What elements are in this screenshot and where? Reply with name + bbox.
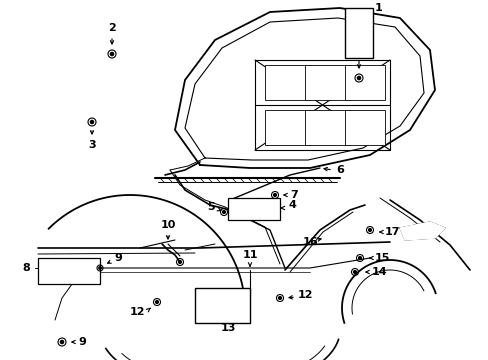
Circle shape xyxy=(61,341,63,343)
Text: 2: 2 xyxy=(108,23,116,33)
Text: 6: 6 xyxy=(335,165,343,175)
Bar xyxy=(227,198,280,220)
Text: 8: 8 xyxy=(22,263,30,273)
Circle shape xyxy=(110,53,113,55)
Text: 14: 14 xyxy=(371,267,387,277)
Circle shape xyxy=(357,76,360,80)
Circle shape xyxy=(353,271,356,273)
Polygon shape xyxy=(399,222,444,240)
Bar xyxy=(305,65,349,100)
Circle shape xyxy=(90,120,93,123)
Bar xyxy=(264,110,309,145)
Circle shape xyxy=(222,211,225,213)
Text: 5: 5 xyxy=(207,202,215,212)
Text: 9: 9 xyxy=(114,253,122,263)
Bar xyxy=(345,65,384,100)
Circle shape xyxy=(273,194,276,197)
Circle shape xyxy=(178,261,181,264)
Circle shape xyxy=(358,257,361,260)
Text: 3: 3 xyxy=(88,140,96,150)
Text: 10: 10 xyxy=(160,220,175,230)
Text: 16: 16 xyxy=(302,237,317,247)
Bar xyxy=(38,258,100,284)
Bar xyxy=(264,65,309,100)
Text: 1: 1 xyxy=(374,3,382,13)
Circle shape xyxy=(368,229,371,231)
Text: 13: 13 xyxy=(220,323,235,333)
Bar xyxy=(345,8,372,58)
Text: 12: 12 xyxy=(297,290,313,300)
Text: 7: 7 xyxy=(289,190,297,200)
Text: 12: 12 xyxy=(129,307,145,317)
Text: 4: 4 xyxy=(287,200,295,210)
Bar xyxy=(305,110,349,145)
Circle shape xyxy=(278,297,281,300)
Circle shape xyxy=(99,267,101,269)
Circle shape xyxy=(155,301,158,303)
Bar xyxy=(345,110,384,145)
Text: 9: 9 xyxy=(78,337,86,347)
Text: 17: 17 xyxy=(384,227,400,237)
Bar xyxy=(195,288,249,323)
Text: 15: 15 xyxy=(374,253,389,263)
Text: 11: 11 xyxy=(242,250,257,260)
